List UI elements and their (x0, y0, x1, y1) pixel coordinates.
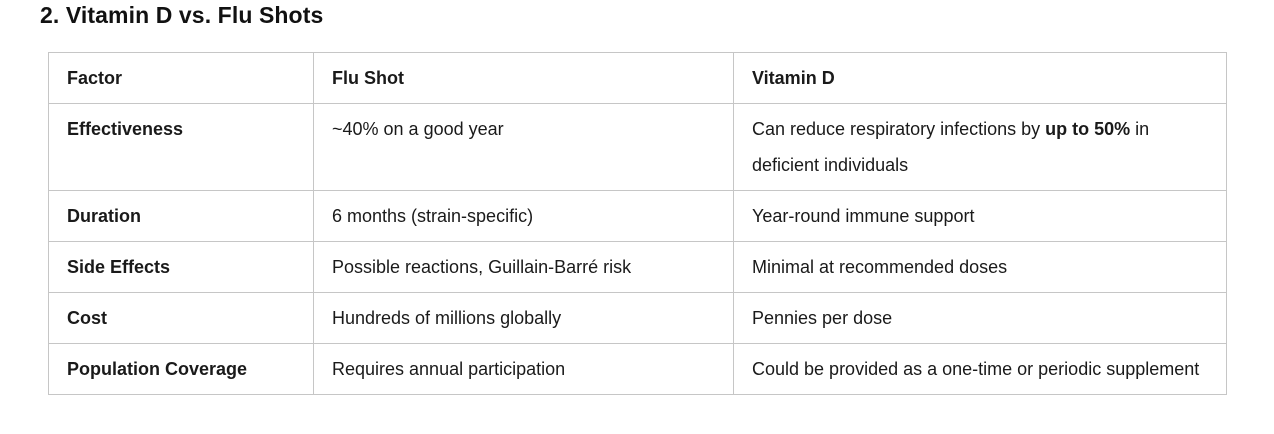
cell-side-effects-vitamin-d: Minimal at recommended doses (733, 241, 1227, 293)
cell-cost-vitamin-d: Pennies per dose (733, 292, 1227, 344)
cell-cost-factor: Cost (48, 292, 314, 344)
cell-effectiveness-flu-shot: ~40% on a good year (313, 103, 734, 191)
cell-population-coverage-vitamin-d: Could be provided as a one-time or perio… (733, 343, 1227, 395)
cell-text-prefix: Can reduce respiratory infections by (752, 119, 1046, 139)
table-row-effectiveness: Effectiveness ~40% on a good year Can re… (48, 103, 1227, 191)
cell-side-effects-flu-shot: Possible reactions, Guillain-Barré risk (313, 241, 734, 293)
cell-text-suffix: in deficient individuals (752, 119, 1150, 175)
table-row-cost: Cost Hundreds of millions globally Penni… (48, 292, 1227, 344)
table-row-population-coverage: Population Coverage Requires annual part… (48, 343, 1227, 395)
header-cell-vitamin-d: Vitamin D (733, 52, 1227, 104)
cell-population-coverage-flu-shot: Requires annual participation (313, 343, 734, 395)
comparison-table: Factor Flu Shot Vitamin D Effectiveness … (48, 52, 1227, 395)
table-row-duration: Duration 6 months (strain-specific) Year… (48, 190, 1227, 242)
cell-side-effects-factor: Side Effects (48, 241, 314, 293)
cell-duration-vitamin-d: Year-round immune support (733, 190, 1227, 242)
header-cell-flu-shot: Flu Shot (313, 52, 734, 104)
cell-effectiveness-factor: Effectiveness (48, 103, 314, 191)
header-cell-factor: Factor (48, 52, 314, 104)
cell-population-coverage-factor: Population Coverage (48, 343, 314, 395)
table-row-side-effects: Side Effects Possible reactions, Guillai… (48, 241, 1227, 293)
cell-duration-flu-shot: 6 months (strain-specific) (313, 190, 734, 242)
cell-effectiveness-vitamin-d: Can reduce respiratory infections by up … (733, 103, 1227, 191)
page-title: 2. Vitamin D vs. Flu Shots (40, 2, 324, 28)
cell-text-bold: up to 50% (1045, 119, 1131, 139)
table-header-row: Factor Flu Shot Vitamin D (48, 52, 1227, 104)
cell-cost-flu-shot: Hundreds of millions globally (313, 292, 734, 344)
cell-duration-factor: Duration (48, 190, 314, 242)
